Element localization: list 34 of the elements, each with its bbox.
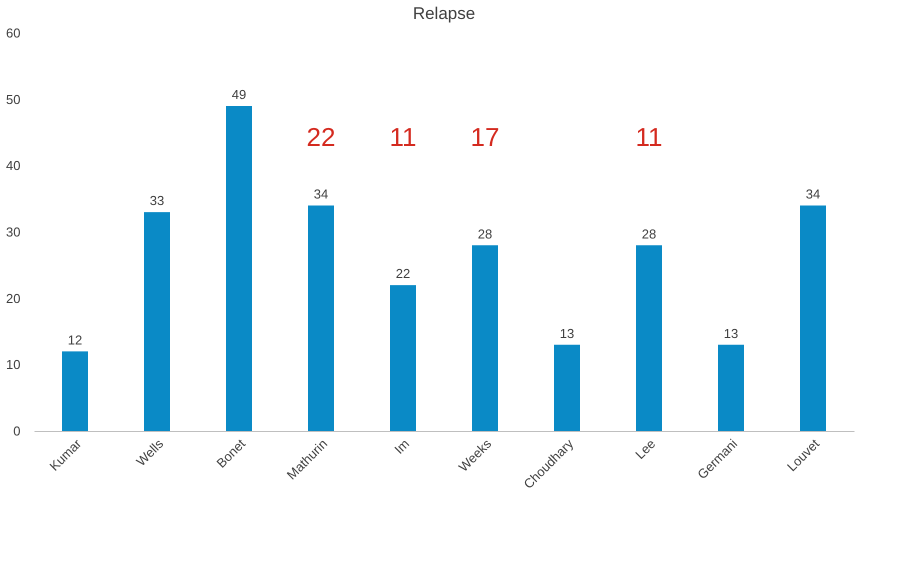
bar xyxy=(636,245,662,431)
y-tick-label: 50 xyxy=(6,92,20,107)
data-label: 13 xyxy=(724,326,738,341)
chart-title: Relapse xyxy=(412,4,476,23)
data-label: 28 xyxy=(642,226,656,242)
data-label: 34 xyxy=(314,186,328,202)
annotation: 11 xyxy=(636,122,662,152)
data-label: 28 xyxy=(478,226,492,242)
data-label: 13 xyxy=(560,326,574,341)
data-label: 33 xyxy=(150,193,164,208)
annotation: 17 xyxy=(470,122,500,152)
bar xyxy=(800,205,826,431)
annotation: 11 xyxy=(390,122,416,152)
bar xyxy=(226,106,252,431)
x-tick-label: Im xyxy=(391,436,412,457)
annotation: 22 xyxy=(306,122,336,152)
data-label: 49 xyxy=(232,86,246,102)
bar xyxy=(554,344,580,431)
bar xyxy=(390,285,416,431)
bar xyxy=(718,344,744,431)
bar xyxy=(308,205,334,431)
bar xyxy=(472,245,498,431)
bar xyxy=(144,212,170,431)
x-tick-label: Lee xyxy=(632,436,658,462)
y-tick-label: 60 xyxy=(6,26,20,40)
y-tick-label: 20 xyxy=(6,290,20,306)
data-label: 22 xyxy=(396,266,410,282)
y-tick-label: 40 xyxy=(6,158,20,174)
y-tick-label: 0 xyxy=(13,424,20,438)
data-label: 12 xyxy=(68,332,82,348)
y-tick-label: 30 xyxy=(6,224,20,240)
bar xyxy=(62,351,88,431)
y-tick-label: 10 xyxy=(6,357,20,372)
data-label: 34 xyxy=(806,186,820,202)
